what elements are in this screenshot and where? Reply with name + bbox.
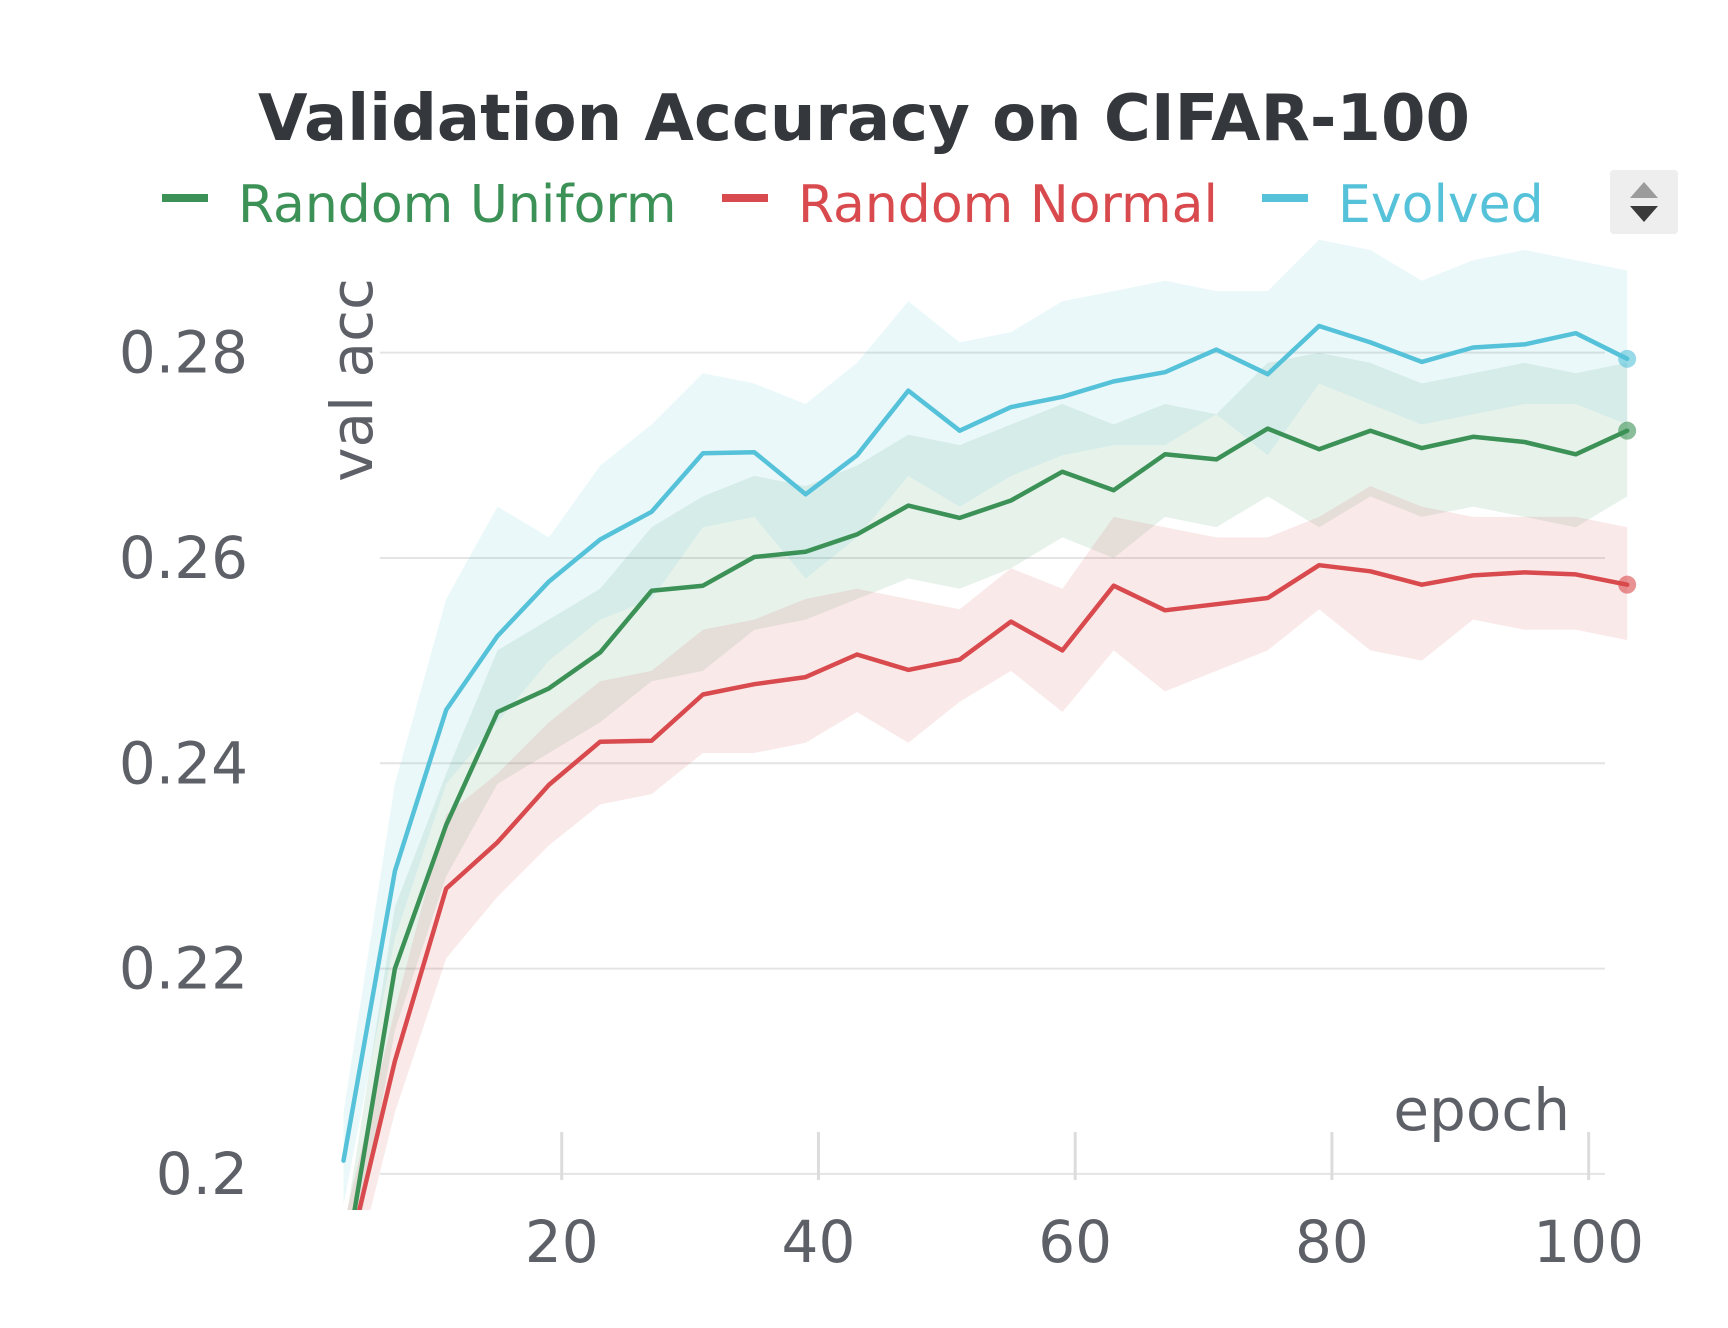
legend-item-evolved[interactable]: Evolved	[1262, 175, 1544, 235]
y-tick-label: 0.2	[156, 1140, 248, 1208]
y-axis-ticks: 0.2 0.22 0.24 0.26 0.28	[119, 319, 248, 1208]
x-tick-label: 80	[1295, 1208, 1369, 1276]
random-uniform-line[interactable]	[344, 426, 1630, 1277]
y-tick-label: 0.24	[119, 729, 248, 797]
evolved-endpoint[interactable]	[1618, 349, 1637, 368]
y-tick-label: 0.26	[119, 524, 248, 592]
random-uniform-band	[347, 352, 1628, 1210]
sort-down-icon	[1630, 206, 1658, 222]
legend-label: Random Normal	[798, 175, 1218, 235]
series-endpoints	[1618, 349, 1637, 594]
grid	[380, 351, 1605, 1175]
legend-item-random-normal[interactable]: Random Normal	[722, 175, 1218, 235]
x-axis-label: epoch	[1393, 1076, 1570, 1144]
legend-label: Evolved	[1338, 175, 1544, 235]
sort-up-icon	[1630, 182, 1658, 198]
legend-item-random-uniform[interactable]: Random Uniform	[162, 175, 677, 235]
y-axis-label: val acc	[318, 278, 386, 482]
random-normal-band	[347, 486, 1628, 1210]
random-uniform-endpoint[interactable]	[1618, 421, 1637, 440]
legend: Random Uniform Random Normal Evolved	[162, 175, 1544, 235]
series-lines	[341, 323, 1630, 1277]
evolved-line[interactable]	[341, 323, 1630, 1163]
y-tick-label: 0.22	[119, 935, 248, 1003]
random-normal-line[interactable]	[344, 562, 1630, 1276]
x-tick-label: 60	[1038, 1208, 1112, 1276]
random-normal-endpoint[interactable]	[1618, 575, 1637, 594]
x-tick-label: 20	[525, 1208, 599, 1276]
legend-sort-button[interactable]	[1610, 170, 1678, 234]
chart-title: Validation Accuracy on CIFAR-100	[258, 82, 1470, 156]
y-tick-label: 0.28	[119, 319, 248, 387]
confidence-bands	[343, 239, 1628, 1210]
x-tick-label: 100	[1533, 1208, 1644, 1276]
evolved-band	[343, 239, 1628, 1205]
x-tick-label: 40	[782, 1208, 856, 1276]
x-axis-ticks: 20 40 60 80 100	[525, 1132, 1644, 1276]
legend-label: Random Uniform	[238, 175, 677, 235]
